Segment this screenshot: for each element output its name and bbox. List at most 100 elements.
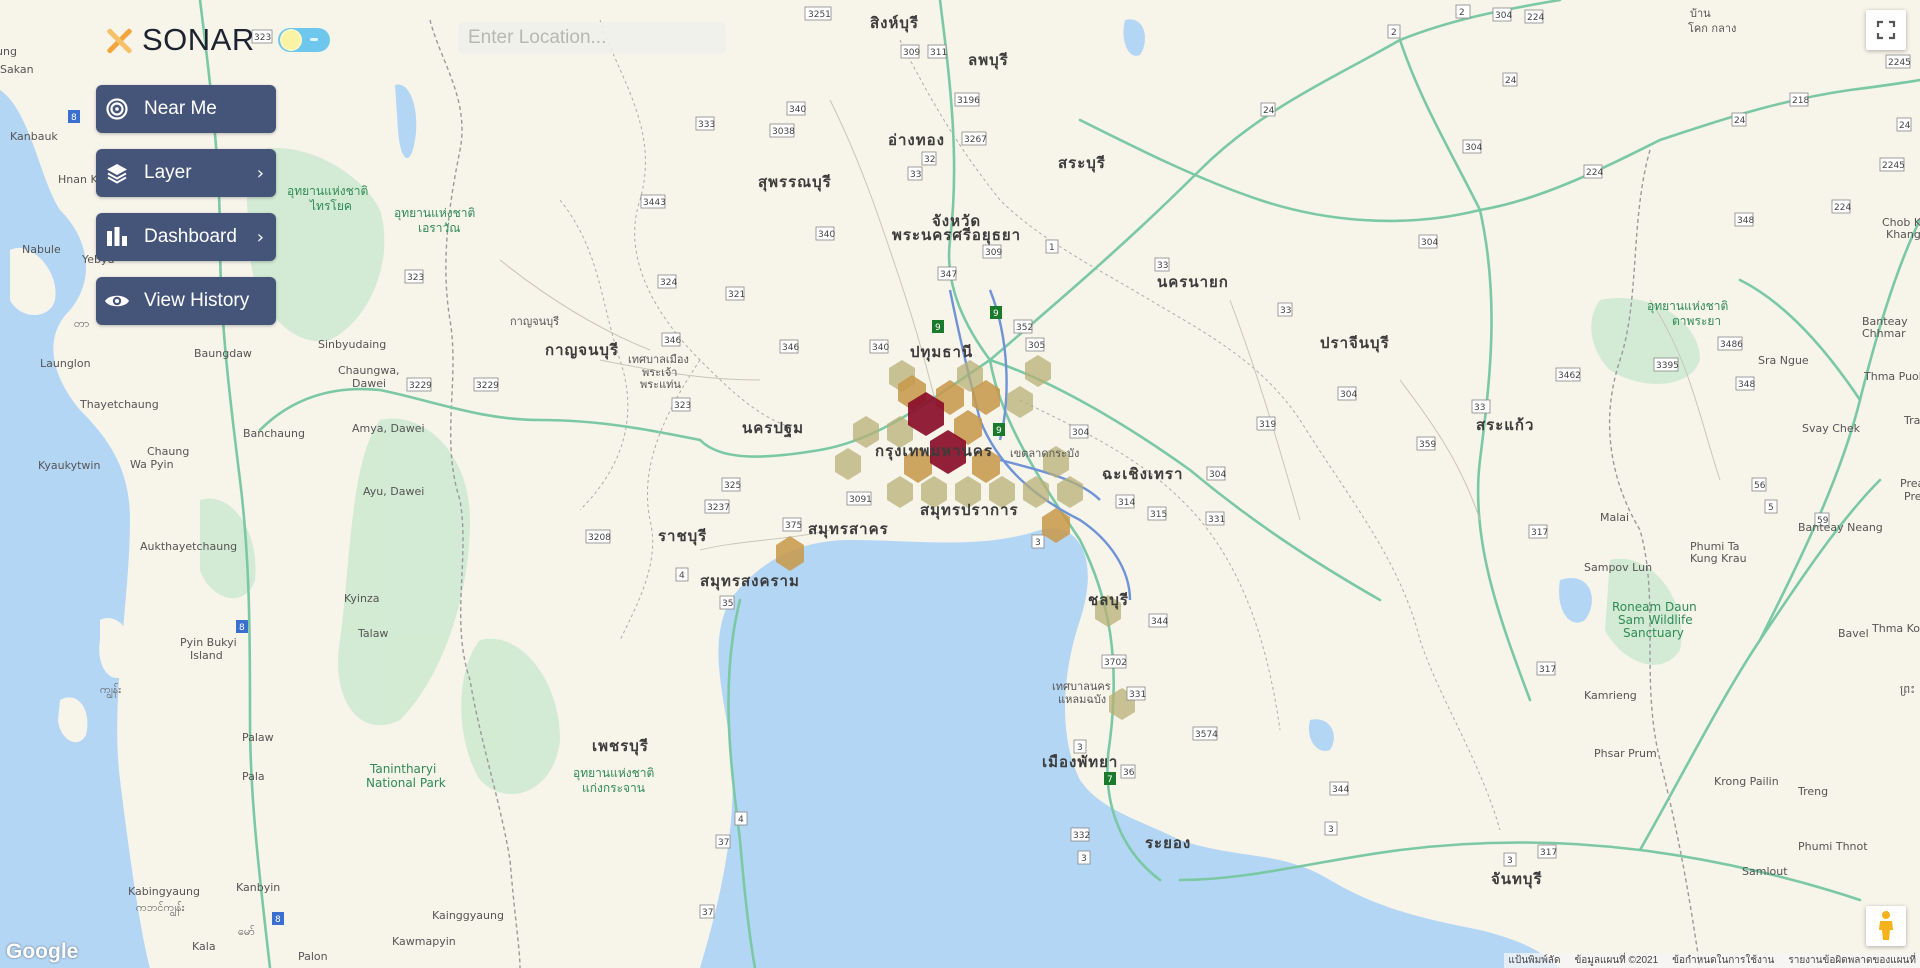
svg-text:344: 344 <box>1332 785 1349 795</box>
svg-text:317: 317 <box>1539 665 1556 675</box>
svg-text:340: 340 <box>818 230 835 240</box>
svg-text:8: 8 <box>71 113 77 123</box>
svg-text:แหลมฉบัง: แหลมฉบัง <box>1058 693 1106 706</box>
svg-text:กาญจนบุรี: กาญจนบุรี <box>545 341 619 360</box>
svg-text:Kala: Kala <box>192 940 216 953</box>
keyboard-shortcuts-link[interactable]: แป้นพิมพ์ลัด <box>1508 955 1561 966</box>
svg-text:ฉะเชิงเทรา: ฉะเชิงเทรา <box>1102 465 1183 483</box>
svg-text:24: 24 <box>1734 116 1746 126</box>
svg-text:Trap: Trap <box>1903 414 1920 427</box>
toggle-track-mark <box>310 38 318 41</box>
google-logo: Google <box>6 940 79 963</box>
svg-text:331: 331 <box>1129 690 1146 700</box>
svg-text:อุทยานแห่งชาติ: อุทยานแห่งชาติ <box>287 184 368 199</box>
svg-text:2245: 2245 <box>1882 161 1905 171</box>
svg-text:ព្រះ: ព្រះ <box>1900 683 1915 696</box>
near-me-button[interactable]: Near Me <box>96 85 276 133</box>
svg-text:Tanintharyi: Tanintharyi <box>369 762 436 776</box>
svg-text:ตาพระยา: ตาพระยา <box>1672 314 1721 328</box>
report-error-link[interactable]: รายงานข้อผิดพลาดของแผนที่ <box>1788 955 1916 966</box>
chevron-right-icon: › <box>256 163 264 184</box>
svg-text:375: 375 <box>785 521 802 531</box>
svg-text:พระนครศรีอยุธยา: พระนครศรีอยุธยา <box>892 226 1021 245</box>
view-history-button[interactable]: View History <box>96 277 276 325</box>
svg-text:Thma Koul: Thma Koul <box>1871 622 1920 635</box>
sonar-logo[interactable]: SONAR <box>104 18 255 62</box>
svg-text:3237: 3237 <box>707 503 730 513</box>
svg-text:Thma Puok: Thma Puok <box>1863 370 1920 383</box>
svg-text:ကဘင်ကျွန်း: ကဘင်ကျွန်း <box>136 901 185 917</box>
svg-text:Nabule: Nabule <box>22 243 61 256</box>
pegman-icon <box>1879 911 1893 940</box>
svg-text:7: 7 <box>1107 775 1113 785</box>
fullscreen-icon <box>1876 20 1896 40</box>
svg-text:304: 304 <box>1421 238 1438 248</box>
svg-text:352: 352 <box>1016 323 1033 333</box>
svg-text:กาญจนบุรี: กาญจนบุรี <box>510 315 559 328</box>
map-attribution: แป้นพิมพ์ลัด ข้อมูลแผนที่ ©2021 ข้อกำหนด… <box>1504 953 1920 968</box>
svg-text:မော်: မော် <box>238 925 255 938</box>
svg-text:Sampov Lun: Sampov Lun <box>1584 561 1652 574</box>
svg-text:ကျွန်း: ကျွန်း <box>100 683 121 699</box>
svg-text:พระเจ้า: พระเจ้า <box>642 366 677 379</box>
svg-text:347: 347 <box>940 270 957 280</box>
terms-link[interactable]: ข้อกำหนดในการใช้งาน <box>1672 955 1775 966</box>
svg-text:4: 4 <box>738 815 744 825</box>
svg-text:24: 24 <box>1899 121 1911 131</box>
svg-text:แก่งกระจาน: แก่งกระจาน <box>582 781 645 795</box>
svg-text:305: 305 <box>1028 341 1045 351</box>
street-view-button[interactable] <box>1866 906 1906 946</box>
chevron-right-icon: › <box>256 227 264 248</box>
svg-text:กรุงเทพมหานคร: กรุงเทพมหานคร <box>875 442 993 461</box>
side-menu: Near Me Layer › Dashboard › View History <box>96 85 276 341</box>
svg-text:3: 3 <box>1077 743 1083 753</box>
svg-text:346: 346 <box>782 343 799 353</box>
svg-text:348: 348 <box>1738 380 1755 390</box>
svg-text:เมืองพัทยา: เมืองพัทยา <box>1042 753 1118 771</box>
svg-text:Sakan: Sakan <box>0 63 34 76</box>
dashboard-button[interactable]: Dashboard › <box>96 213 276 261</box>
svg-text:3: 3 <box>1328 825 1334 835</box>
svg-text:Thayetchaung: Thayetchaung <box>79 398 159 411</box>
svg-text:2: 2 <box>1391 28 1397 38</box>
svg-text:อ่างทอง: อ่างทอง <box>888 131 945 149</box>
svg-text:3574: 3574 <box>1195 730 1218 740</box>
svg-text:3: 3 <box>1507 856 1513 866</box>
sun-icon <box>282 31 300 49</box>
svg-text:Chaung: Chaung <box>147 445 189 458</box>
layer-button[interactable]: Layer › <box>96 149 276 197</box>
location-search-input[interactable] <box>458 22 726 54</box>
map-data-text: ข้อมูลแผนที่ ©2021 <box>1574 955 1659 966</box>
svg-text:Kainggyaung: Kainggyaung <box>432 909 504 922</box>
near-me-icon <box>104 96 130 122</box>
svg-text:Talaw: Talaw <box>357 627 388 640</box>
svg-text:Pyin Bukyi: Pyin Bukyi <box>180 636 237 649</box>
svg-text:Khang: Khang <box>1886 228 1920 241</box>
svg-text:Kamrieng: Kamrieng <box>1584 689 1637 702</box>
svg-text:304: 304 <box>1495 11 1512 21</box>
svg-text:เทศบาลเมือง: เทศบาลเมือง <box>628 353 689 366</box>
theme-toggle[interactable] <box>278 28 330 52</box>
svg-text:Banchaung: Banchaung <box>243 427 305 440</box>
svg-text:315: 315 <box>1150 510 1167 520</box>
svg-text:ระยอง: ระยอง <box>1145 834 1191 852</box>
svg-text:340: 340 <box>872 343 889 353</box>
fullscreen-button[interactable] <box>1866 10 1906 50</box>
svg-text:Roneam Daun: Roneam Daun <box>1612 600 1697 614</box>
svg-text:สมุทรสาคร: สมุทรสาคร <box>808 520 889 539</box>
svg-text:3267: 3267 <box>964 135 987 145</box>
svg-text:311: 311 <box>930 48 947 58</box>
svg-text:5: 5 <box>1768 503 1774 513</box>
svg-text:จันทบุรี: จันทบุรี <box>1491 870 1543 889</box>
svg-text:เพชรบุรี: เพชรบุรี <box>592 737 649 756</box>
svg-text:309: 309 <box>985 248 1002 258</box>
svg-text:346: 346 <box>664 336 681 346</box>
svg-text:3702: 3702 <box>1104 658 1127 668</box>
layer-label: Layer <box>144 162 192 183</box>
svg-text:9: 9 <box>935 323 941 333</box>
svg-text:ปทุมธานี: ปทุมธานี <box>910 343 973 362</box>
svg-text:Aukthayetchaung: Aukthayetchaung <box>140 540 237 553</box>
svg-text:59: 59 <box>1817 516 1829 526</box>
svg-text:พระแท่น: พระแท่น <box>640 378 681 391</box>
